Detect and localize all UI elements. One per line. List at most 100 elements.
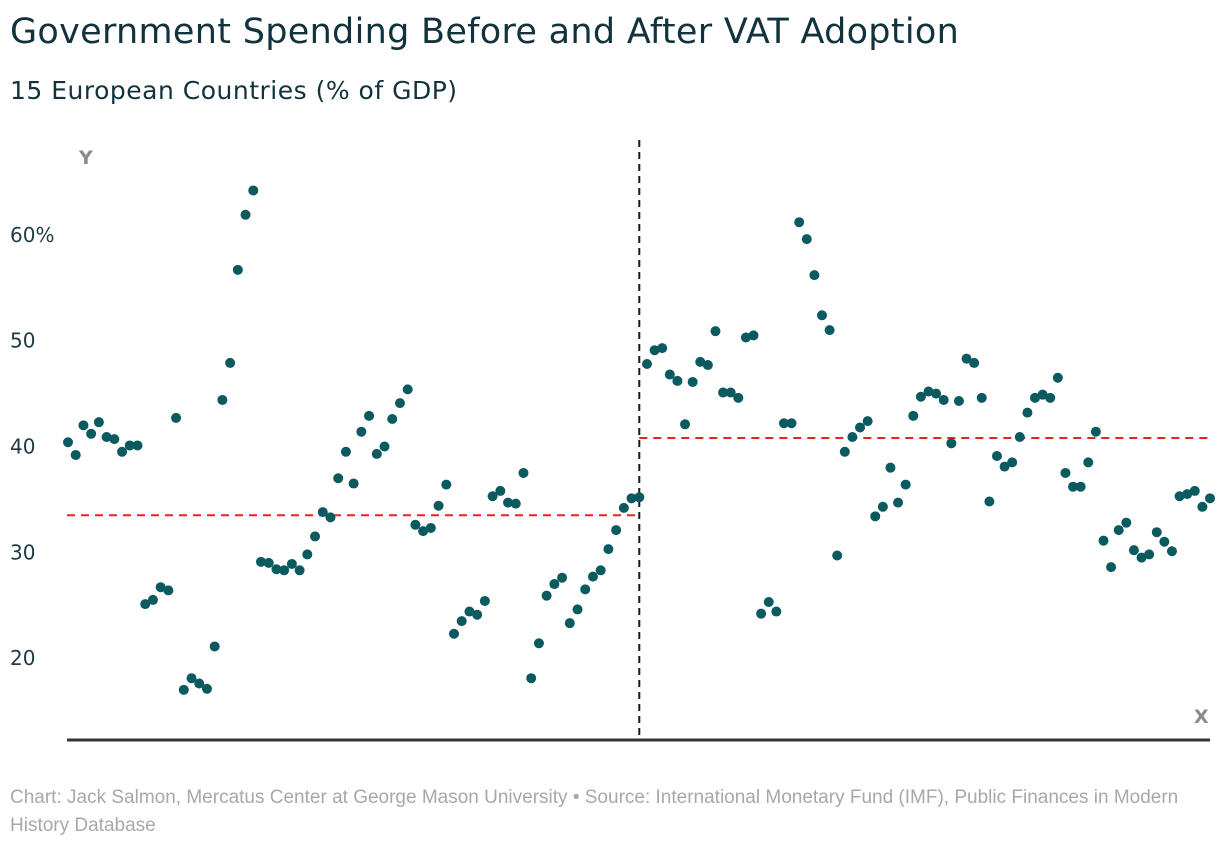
data-point-after xyxy=(946,438,957,449)
y-tick-label: 20 xyxy=(10,646,35,670)
data-point-after xyxy=(1007,457,1018,468)
data-point-after xyxy=(1136,552,1147,563)
data-point-before xyxy=(109,434,120,445)
data-point-before xyxy=(271,564,282,575)
data-point-after xyxy=(1075,481,1086,492)
data-point-before xyxy=(572,604,583,615)
data-point-before xyxy=(472,609,483,620)
data-point-before xyxy=(526,673,537,684)
data-point-after xyxy=(862,416,873,427)
data-point-before xyxy=(425,522,436,533)
data-point-before xyxy=(479,595,490,606)
data-point-after xyxy=(763,597,774,608)
x-axis-label: X xyxy=(1194,706,1209,728)
chart-subtitle: 15 European Countries (% of GDP) xyxy=(10,76,458,105)
data-point-before xyxy=(587,571,598,582)
data-point-before xyxy=(510,498,521,509)
data-point-after xyxy=(832,550,843,561)
data-point-after xyxy=(664,369,675,380)
data-point-after xyxy=(1182,489,1193,500)
data-point-before xyxy=(518,467,529,478)
data-point-after xyxy=(824,325,835,336)
data-point-after xyxy=(1174,491,1185,502)
data-point-after xyxy=(991,451,1002,462)
data-point-after xyxy=(748,330,759,341)
data-point-after xyxy=(976,392,987,403)
data-point-before xyxy=(487,491,498,502)
data-point-before xyxy=(549,579,560,590)
data-point-before xyxy=(557,572,568,583)
data-point-after xyxy=(642,358,652,369)
data-point-after xyxy=(680,419,691,430)
data-point-after xyxy=(1144,549,1155,560)
y-axis-label: Y xyxy=(78,147,93,169)
data-point-after xyxy=(908,410,919,421)
data-point-before xyxy=(279,565,290,576)
data-point-after xyxy=(953,396,964,407)
data-point-before xyxy=(356,426,367,437)
data-point-after xyxy=(1090,426,1101,437)
data-point-before xyxy=(340,446,351,457)
data-point-before xyxy=(155,582,166,593)
data-point-after xyxy=(931,388,942,399)
data-point-before xyxy=(441,479,452,490)
y-tick-label: 60% xyxy=(10,223,54,247)
data-point-before xyxy=(387,413,398,424)
data-point-before xyxy=(541,590,552,601)
y-tick-label: 30 xyxy=(10,540,35,564)
data-point-before xyxy=(302,549,313,560)
data-point-before xyxy=(93,417,104,428)
data-point-after xyxy=(1151,527,1162,538)
chart-source-note: Chart: Jack Salmon, Mercatus Center at G… xyxy=(10,787,1179,836)
data-point-after xyxy=(756,608,767,619)
data-point-after xyxy=(778,418,789,429)
data-point-before xyxy=(618,502,629,513)
data-point-after xyxy=(900,479,911,490)
chart-title: Government Spending Before and After VAT… xyxy=(10,12,960,52)
data-point-after xyxy=(893,497,904,508)
y-tick-label: 40 xyxy=(10,435,35,459)
data-point-after xyxy=(915,391,926,402)
data-point-before xyxy=(433,500,444,511)
data-point-before xyxy=(209,641,220,652)
data-point-before xyxy=(232,264,243,275)
data-point-before xyxy=(495,485,506,496)
data-point-after xyxy=(1166,546,1177,557)
data-point-before xyxy=(294,565,305,576)
data-point-after xyxy=(672,375,683,386)
data-point-before xyxy=(201,683,212,694)
data-point-before xyxy=(634,492,645,503)
data-point-before xyxy=(124,440,135,451)
data-point-after xyxy=(1068,481,1079,492)
data-point-after xyxy=(1121,517,1132,528)
y-tick-label: 50 xyxy=(10,329,35,353)
data-point-before xyxy=(147,594,158,605)
data-point-after xyxy=(1159,536,1170,547)
data-point-before xyxy=(402,384,413,395)
data-point-before xyxy=(410,519,421,530)
data-point-after xyxy=(923,386,934,397)
data-point-after xyxy=(1128,545,1139,556)
data-point-before xyxy=(310,531,321,542)
data-point-before xyxy=(101,431,112,442)
data-point-after xyxy=(1030,392,1041,403)
data-point-before xyxy=(626,493,637,504)
data-point-before xyxy=(379,441,390,452)
data-point-before xyxy=(595,565,606,576)
data-point-before xyxy=(503,497,514,508)
data-point-before xyxy=(348,478,359,489)
data-point-before xyxy=(317,507,328,518)
data-point-after xyxy=(794,217,805,228)
data-point-before xyxy=(178,684,189,695)
data-point-after xyxy=(786,418,797,429)
data-point-after xyxy=(1014,431,1025,442)
data-point-before xyxy=(240,209,251,220)
data-point-after xyxy=(1037,389,1048,400)
data-point-before xyxy=(533,638,544,649)
data-point-after xyxy=(870,511,881,522)
data-point-before xyxy=(263,557,274,568)
data-point-after xyxy=(1106,562,1117,573)
data-point-after xyxy=(771,606,782,617)
data-point-after xyxy=(1045,392,1056,403)
